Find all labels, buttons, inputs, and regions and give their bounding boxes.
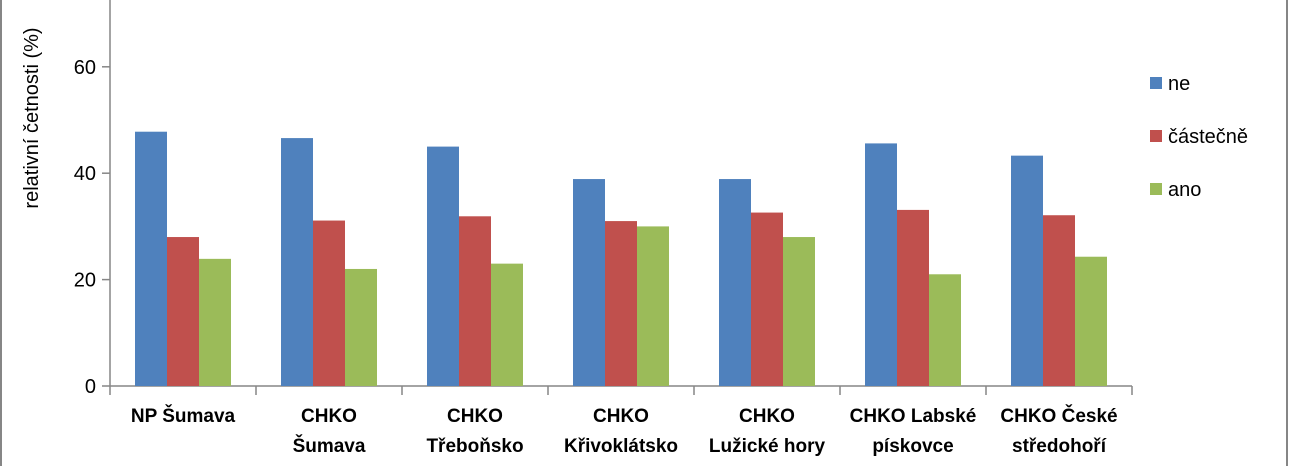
y-axis: 0 20 40 60 [74,0,111,398]
x-tick-label: středohoří [1012,436,1107,457]
bar-ne [427,146,459,386]
x-tick-label: CHKO [447,406,503,427]
x-tick-label: pískovce [872,436,953,457]
bars [135,131,1107,386]
x-tick-label: CHKO Labské [850,406,977,427]
y-tick-label: 0 [85,376,96,398]
legend-swatch [1150,77,1162,89]
bar-ne [719,179,751,386]
bar-ano [491,263,523,386]
x-tick-label: Lužické hory [709,436,826,457]
bar-ne [135,131,167,386]
bar-částečně [897,209,929,386]
legend-label: ne [1168,73,1190,95]
bar-ano [199,258,231,386]
x-tick-label: CHKO České [1000,405,1117,427]
x-tick-label: CHKO [301,406,357,427]
y-tick-label: 40 [74,163,96,185]
bar-ne [865,143,897,386]
bar-ano [345,268,377,386]
bar-částečně [313,220,345,386]
legend-label: ano [1168,179,1201,201]
y-tick-label: 20 [74,270,96,292]
legend-swatch [1150,183,1162,195]
bar-ano [783,237,815,386]
bar-částečně [167,237,199,386]
x-tick-label: Šumava [293,435,366,457]
bar-částečně [751,212,783,386]
x-tick-label: CHKO [739,406,795,427]
bar-ano [637,226,669,386]
legend-swatch [1150,130,1162,142]
bar-ne [573,179,605,386]
bar-částečně [1043,215,1075,386]
x-axis [109,385,1133,395]
category-labels: NP Šumava CHKO Šumava CHKO Třeboňsko CHKO Křiv… [131,405,1118,457]
x-tick-label: CHKO [593,406,649,427]
bar-ne [281,138,313,386]
bar-ne [1011,155,1043,386]
legend-label: částečně [1168,126,1248,148]
y-axis-title: relativní četnosti (%) [21,27,43,208]
bar-ano [1075,256,1107,386]
x-tick-label: NP Šumava [131,405,236,427]
x-tick-label: Třeboňsko [426,436,523,457]
bar-částečně [605,221,637,386]
bar-částečně [459,216,491,386]
legend: ne částečně ano [1150,73,1248,201]
bar-ano [929,274,961,386]
y-tick-label: 60 [74,57,96,79]
x-tick-label: Křivoklátsko [564,436,678,457]
